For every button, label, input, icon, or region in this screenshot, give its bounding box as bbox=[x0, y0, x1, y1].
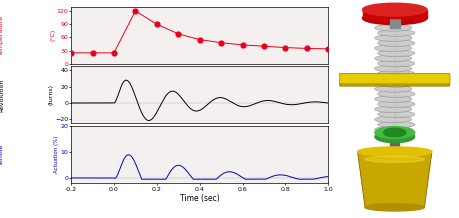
Ellipse shape bbox=[363, 3, 427, 16]
FancyBboxPatch shape bbox=[340, 74, 450, 83]
Ellipse shape bbox=[378, 111, 415, 118]
Ellipse shape bbox=[375, 96, 412, 102]
Bar bbox=[391, 135, 399, 147]
Ellipse shape bbox=[375, 127, 414, 138]
Ellipse shape bbox=[365, 204, 425, 211]
Point bbox=[89, 51, 96, 54]
Ellipse shape bbox=[378, 131, 415, 138]
Point bbox=[174, 32, 182, 36]
FancyBboxPatch shape bbox=[340, 73, 450, 86]
Ellipse shape bbox=[378, 70, 415, 77]
Bar bbox=[390, 17, 400, 28]
Point bbox=[218, 41, 225, 44]
Ellipse shape bbox=[384, 128, 406, 137]
Ellipse shape bbox=[378, 101, 415, 107]
Point bbox=[260, 44, 268, 48]
Ellipse shape bbox=[378, 80, 415, 87]
Ellipse shape bbox=[375, 45, 412, 52]
Ellipse shape bbox=[375, 131, 414, 143]
Ellipse shape bbox=[375, 55, 412, 62]
Y-axis label: Actuation (%): Actuation (%) bbox=[54, 136, 59, 173]
Text: Tensile: Tensile bbox=[0, 144, 4, 165]
Ellipse shape bbox=[375, 75, 412, 82]
Ellipse shape bbox=[378, 90, 415, 97]
Ellipse shape bbox=[378, 60, 415, 67]
Y-axis label: (°C): (°C) bbox=[50, 29, 55, 41]
Point bbox=[196, 38, 203, 41]
Ellipse shape bbox=[375, 85, 412, 92]
Point bbox=[110, 51, 118, 54]
Bar bbox=[363, 10, 427, 18]
Point bbox=[303, 47, 310, 50]
Point bbox=[282, 46, 289, 49]
Point bbox=[132, 9, 139, 13]
Ellipse shape bbox=[358, 147, 432, 157]
Polygon shape bbox=[358, 152, 432, 207]
Ellipse shape bbox=[378, 50, 415, 57]
Ellipse shape bbox=[375, 116, 412, 123]
Point bbox=[67, 51, 75, 54]
Text: Revolution: Revolution bbox=[0, 78, 4, 112]
Point bbox=[239, 43, 246, 47]
Y-axis label: (turns): (turns) bbox=[49, 84, 54, 105]
Ellipse shape bbox=[378, 40, 415, 46]
Text: Temperature: Temperature bbox=[0, 15, 4, 55]
Ellipse shape bbox=[375, 126, 412, 133]
Ellipse shape bbox=[378, 29, 415, 36]
Ellipse shape bbox=[375, 24, 412, 31]
Ellipse shape bbox=[375, 35, 412, 41]
Ellipse shape bbox=[375, 65, 412, 72]
Bar bbox=[390, 128, 400, 137]
Ellipse shape bbox=[375, 106, 412, 113]
X-axis label: Time (sec): Time (sec) bbox=[180, 194, 219, 203]
Ellipse shape bbox=[363, 12, 427, 25]
Point bbox=[325, 47, 332, 51]
Ellipse shape bbox=[365, 156, 425, 162]
Ellipse shape bbox=[378, 121, 415, 128]
Point bbox=[153, 22, 161, 26]
